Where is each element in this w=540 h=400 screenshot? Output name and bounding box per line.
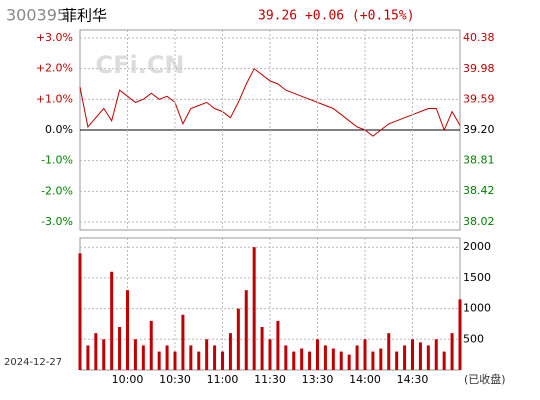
volume-bar — [102, 339, 106, 370]
volume-bar — [434, 339, 438, 370]
y2-tick-label: 39.20 — [463, 123, 495, 136]
volume-bar — [387, 333, 391, 370]
volume-bar — [347, 354, 351, 370]
volume-bar — [141, 345, 145, 370]
y-tick-label: +3.0% — [36, 31, 73, 44]
volume-bar — [189, 345, 193, 370]
volume-bar — [355, 345, 359, 370]
volume-bar — [458, 299, 462, 370]
volume-bar — [228, 333, 232, 370]
y2-tick-label: 39.98 — [463, 62, 495, 75]
y-tick-label: 1000 — [463, 302, 491, 315]
volume-bar — [78, 253, 82, 370]
y-tick-label: 0.0% — [45, 123, 73, 136]
stock-code: 300395 — [6, 6, 67, 25]
volume-bar — [213, 345, 217, 370]
date: 2024-12-27 — [4, 357, 62, 368]
volume-bar — [157, 351, 161, 370]
y-tick-label: -1.0% — [41, 154, 73, 167]
y2-tick-label: 38.81 — [463, 153, 495, 166]
volume-bar — [126, 290, 129, 370]
volume-bar — [276, 320, 280, 370]
volume-bar — [339, 351, 343, 370]
volume-bar — [173, 351, 177, 370]
volume-bar — [133, 339, 137, 370]
status: (已收盘) — [464, 372, 506, 386]
volume-bar — [94, 333, 98, 370]
volume-bar — [149, 320, 153, 370]
volume-bar — [205, 339, 209, 370]
volume-bar — [450, 333, 454, 370]
volume-bar — [308, 351, 312, 370]
x-tick-label: 14:00 — [349, 373, 381, 386]
watermark: CFi.CN — [95, 51, 184, 79]
x-tick-label: 10:00 — [112, 373, 144, 386]
volume-bar — [165, 345, 169, 370]
stock-name: 菲利华 — [62, 7, 107, 25]
x-tick-label: 10:30 — [159, 373, 191, 386]
volume-bar — [86, 345, 90, 370]
volume-bar — [316, 339, 319, 370]
x-tick-label: 11:30 — [254, 373, 286, 386]
volume-bar — [181, 314, 185, 370]
y-tick-label: 1500 — [463, 271, 491, 284]
x-tick-label: 14:30 — [397, 373, 429, 386]
price-line — [79, 67, 461, 137]
volume-bar — [221, 351, 224, 370]
y-tick-label: -2.0% — [41, 184, 73, 197]
volume-bar — [268, 339, 272, 370]
volume-bar — [403, 345, 407, 370]
y2-tick-label: 39.59 — [463, 93, 495, 106]
y2-tick-label: 38.02 — [463, 215, 495, 228]
volume-bar — [371, 351, 375, 370]
quote: 39.26 +0.06 (+0.15%) — [258, 9, 415, 24]
volume-bar — [395, 351, 399, 370]
volume-bar — [379, 348, 383, 370]
x-tick-label: 13:30 — [302, 373, 334, 386]
volume-bar — [260, 327, 264, 370]
y2-tick-label: 38.42 — [463, 184, 495, 197]
y-tick-label: -3.0% — [41, 215, 73, 228]
y-tick-label: 2000 — [463, 240, 491, 253]
volume-bar — [236, 308, 240, 370]
x-tick-label: 11:00 — [207, 373, 239, 386]
volume-bar — [292, 351, 296, 370]
volume-bar — [197, 351, 201, 370]
y2-tick-label: 40.38 — [463, 31, 495, 44]
volume-bar — [244, 290, 248, 370]
y-tick-label: +2.0% — [36, 62, 73, 75]
y-tick-label: 500 — [463, 332, 484, 345]
volume-bar — [118, 327, 122, 370]
volume-bar — [411, 339, 414, 370]
volume-bar — [323, 345, 327, 370]
volume-bar — [418, 342, 422, 370]
volume-bar — [363, 339, 367, 370]
volume-bar — [300, 348, 304, 370]
volume-bar — [252, 247, 256, 370]
volume-bar — [426, 345, 430, 370]
y-tick-label: +1.0% — [36, 92, 73, 105]
volume-bar — [331, 348, 335, 370]
volume-bar — [284, 345, 288, 370]
volume-bar — [442, 351, 446, 370]
volume-bar — [110, 271, 114, 370]
